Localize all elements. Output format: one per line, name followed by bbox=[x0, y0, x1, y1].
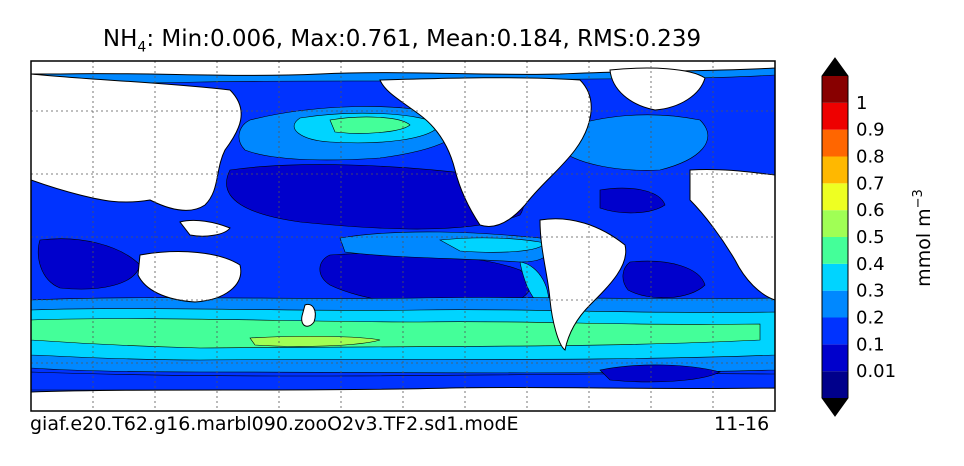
colorbar-cell bbox=[822, 344, 848, 372]
chart-title: NH4: Min:0.006, Max:0.761, Mean:0.184, R… bbox=[0, 26, 804, 56]
colorbar-cell bbox=[822, 156, 848, 184]
colorbar-cell bbox=[822, 129, 848, 157]
colorbar-unit-label: mmol m−3 bbox=[911, 189, 935, 287]
map-gridlines bbox=[31, 61, 775, 411]
colorbar-over-arrow bbox=[822, 58, 848, 76]
land-maritime-continent bbox=[179, 219, 231, 237]
colorbar-tick-label: 0.01 bbox=[856, 361, 896, 382]
south-atlantic-gyre bbox=[622, 260, 706, 299]
colorbar-cell bbox=[822, 102, 848, 130]
colorbar-tick-label: 0.9 bbox=[856, 120, 885, 141]
land-antarctica bbox=[31, 386, 775, 411]
colorbar-frame bbox=[821, 57, 849, 417]
colorbar-tick-label: 0.8 bbox=[856, 147, 885, 168]
colorbar-tick-label: 1 bbox=[856, 93, 867, 114]
colorbar-cell bbox=[822, 183, 848, 211]
southern-ocean-inner-band bbox=[31, 318, 761, 349]
years-label: 11-16 bbox=[714, 413, 770, 435]
colorbar-cells bbox=[821, 57, 849, 417]
north-atlantic-gyre bbox=[599, 187, 666, 214]
land-greenland bbox=[609, 67, 706, 111]
colorbar-cell bbox=[822, 237, 848, 264]
colorbar-tick-label: 0.2 bbox=[856, 308, 885, 329]
colorbar-cell bbox=[822, 76, 848, 103]
colorbar-cell bbox=[822, 290, 848, 318]
colorbar-cell bbox=[822, 371, 848, 398]
land-eurasia bbox=[31, 73, 242, 211]
colorbar-tick-label: 0.5 bbox=[856, 227, 885, 248]
title-subscript: 4 bbox=[137, 39, 147, 56]
land-new-zealand bbox=[301, 303, 316, 327]
north-atlantic-band bbox=[559, 114, 709, 171]
north-pacific-subpolar-peak bbox=[329, 116, 411, 134]
colorbar-tick-labels: 0.01 0.1 0.2 0.3 0.4 0.5 0.6 0.7 0.8 0.9 1 bbox=[856, 93, 896, 382]
colorbar-tick-label: 0.3 bbox=[856, 281, 885, 302]
colorbar-tick-label: 0.1 bbox=[856, 334, 885, 355]
colorbar-cell bbox=[822, 210, 848, 237]
land-africa bbox=[689, 168, 775, 301]
colorbar-tick-label: 0.6 bbox=[856, 200, 885, 221]
weddell-sea-low bbox=[599, 364, 721, 383]
indian-ocean-gyre bbox=[37, 238, 141, 290]
colorbar-tick-label: 0.4 bbox=[856, 254, 885, 275]
colorbar-tick-label: 0.7 bbox=[856, 173, 885, 194]
colorbar-under-arrow bbox=[822, 398, 848, 416]
land-south-america bbox=[539, 218, 627, 351]
colorbar-cell bbox=[822, 317, 848, 345]
southern-ocean-peak-band bbox=[249, 335, 381, 347]
title-stats: : Min:0.006, Max:0.761, Mean:0.184, RMS:… bbox=[146, 26, 702, 52]
map-frame bbox=[30, 60, 776, 412]
north-pacific-gyre bbox=[226, 164, 524, 230]
land-north-america bbox=[379, 77, 592, 227]
title-variable: NH bbox=[102, 26, 138, 52]
colorbar-cell bbox=[822, 263, 848, 291]
case-name-label: giaf.e20.T62.g16.marbl090.zooO2v3.TF2.sd… bbox=[30, 413, 519, 435]
